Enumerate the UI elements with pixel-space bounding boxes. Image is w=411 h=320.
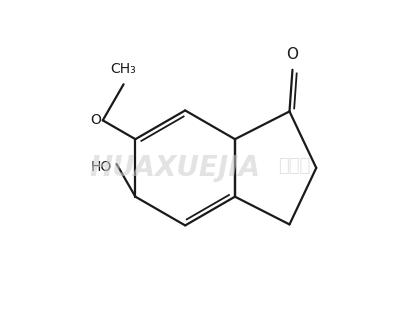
Text: O: O [286,47,298,62]
Text: HUAXUEJIA: HUAXUEJIA [90,154,261,182]
Text: 化学加: 化学加 [278,157,310,175]
Text: CH₃: CH₃ [111,62,136,76]
Text: O: O [90,113,101,127]
Text: HO: HO [90,160,112,174]
